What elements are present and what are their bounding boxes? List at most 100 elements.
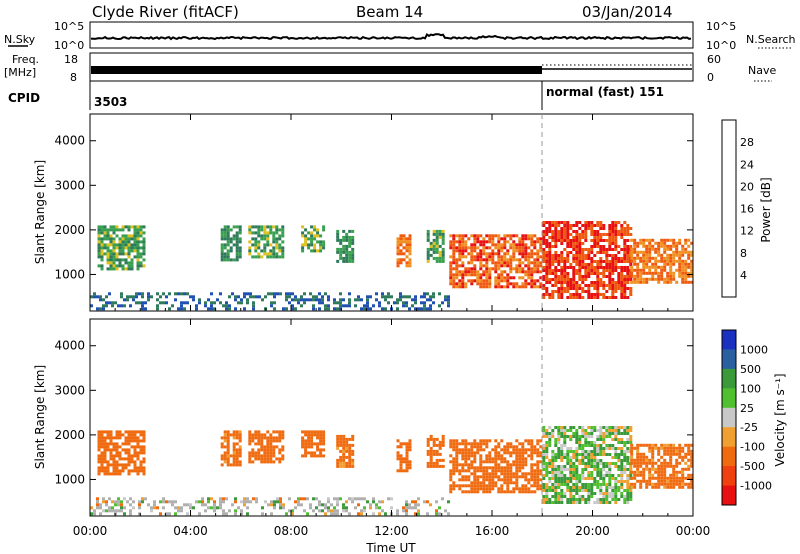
echo-cell (269, 457, 273, 461)
echo-cell (482, 270, 486, 274)
echo-cell (426, 440, 430, 444)
echo-cell (545, 263, 549, 266)
echo-cell (536, 463, 540, 467)
echo-cell (142, 469, 146, 473)
echo-cell (313, 225, 317, 229)
echo-cell (629, 468, 633, 471)
echo-cell (102, 497, 105, 501)
echo-cell (455, 285, 459, 289)
echo-cell (270, 512, 273, 516)
echo-cell (342, 247, 346, 251)
echo-cell (617, 465, 621, 468)
echo-cell (636, 277, 640, 281)
echo-cell (557, 281, 561, 284)
echo-cell (515, 472, 519, 476)
echo-cell (229, 433, 233, 437)
echo-cell (100, 442, 104, 446)
echo-cell (130, 234, 134, 238)
echo-cell (524, 234, 528, 238)
echo-cell (105, 295, 108, 299)
echo-cell (593, 426, 597, 429)
echo-cell (578, 248, 582, 251)
echo-cell (503, 457, 507, 461)
echo-cell (120, 304, 123, 308)
echo-cell (630, 458, 634, 462)
echo-cell (220, 463, 224, 467)
echo-cell (115, 246, 119, 250)
echo-cell (623, 441, 627, 444)
echo-cell (322, 225, 326, 229)
echo-cell (351, 259, 355, 263)
echo-cell (345, 506, 348, 510)
echo-cell (297, 503, 300, 507)
echo-cell (467, 457, 471, 461)
echo-cell (630, 268, 634, 272)
echo-cell (539, 243, 543, 247)
echo-cell (515, 481, 519, 485)
echo-cell (186, 512, 189, 516)
echo-cell (608, 239, 612, 242)
echo-cell (611, 266, 615, 269)
echo-cell (500, 439, 504, 443)
echo-cell (572, 257, 576, 260)
echo-cell (112, 240, 116, 244)
echo-cell (485, 490, 489, 494)
echo-cell (234, 298, 237, 302)
echo-cell (254, 433, 258, 437)
echo-cell (351, 241, 355, 245)
echo-cell (639, 443, 643, 447)
echo-cell (684, 455, 688, 459)
echo-cell (438, 506, 441, 510)
echo-cell (121, 448, 125, 452)
echo-cell (554, 251, 558, 254)
echo-cell (539, 487, 543, 491)
echo-cell (554, 444, 558, 447)
echo-cell (112, 466, 116, 470)
echo-cell (476, 270, 480, 274)
echo-cell (316, 454, 320, 458)
echo-cell (455, 273, 459, 277)
echo-cell (620, 296, 624, 299)
echo-cell (106, 433, 110, 437)
echo-cell (285, 512, 288, 516)
echo-cell (614, 260, 618, 263)
echo-cell (651, 452, 655, 456)
x-tick-label: 00:00 (676, 524, 711, 538)
echo-cell (312, 295, 315, 299)
echo-cell (560, 287, 564, 290)
echo-cell (494, 460, 498, 464)
echo-cell (204, 301, 207, 305)
echo-cell (587, 453, 591, 456)
echo-cell (366, 500, 369, 504)
echo-cell (642, 479, 646, 483)
echo-cell (636, 464, 640, 468)
echo-cell (399, 463, 403, 467)
echo-cell (575, 489, 579, 492)
echo-cell (581, 290, 585, 293)
echo-cell (336, 446, 340, 450)
echo-cell (575, 293, 579, 296)
echo-cell (666, 253, 670, 257)
echo-cell (681, 277, 685, 281)
echo-cell (666, 262, 670, 266)
echo-cell (307, 246, 311, 250)
echo-cell (476, 276, 480, 280)
echo-cell (605, 269, 609, 272)
echo-cell (645, 458, 649, 462)
echo-cell (648, 449, 652, 453)
echo-cell (575, 492, 579, 495)
echo-cell (494, 457, 498, 461)
echo-cell (672, 250, 676, 254)
echo-cell (666, 446, 670, 450)
echo-cell (408, 237, 412, 241)
echo-cell (339, 464, 343, 468)
echo-cell (651, 277, 655, 281)
echo-cell (599, 233, 603, 236)
echo-cell (195, 500, 198, 504)
echo-cell (441, 259, 445, 263)
echo-cell (360, 307, 363, 311)
echo-cell (518, 243, 522, 247)
echo-cell (660, 455, 664, 459)
echo-cell (103, 442, 107, 446)
echo-cell (142, 258, 146, 262)
